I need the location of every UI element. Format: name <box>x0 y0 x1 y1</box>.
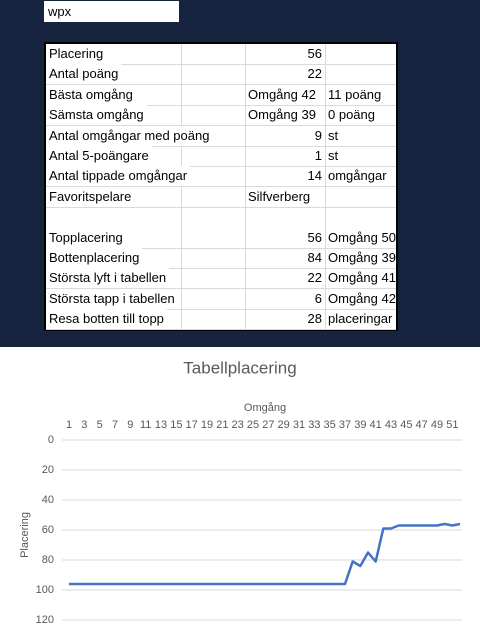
y-tick-label: 0 <box>48 434 54 446</box>
y-tick-label: 120 <box>36 614 54 626</box>
row-value: 84 <box>307 250 322 265</box>
x-tick-label: 41 <box>370 419 382 431</box>
table-row[interactable]: Sämsta omgång Omgång 39 0 poäng <box>46 105 396 127</box>
x-tick-label: 51 <box>446 419 458 431</box>
x-axis-label: Omgång <box>244 402 286 414</box>
row-unit: Omgång 39 <box>328 250 396 265</box>
table-row[interactable]: Största tapp i tabellen 6 Omgång 42 <box>46 288 396 310</box>
sheet-area: wpx Placering 56 Antal poäng 22 Bästa omgång… <box>0 0 480 347</box>
x-tick-label: 35 <box>324 419 336 431</box>
x-tick-label: 23 <box>232 419 244 431</box>
x-tick-label: 45 <box>400 419 412 431</box>
row-label: Favoritspelare <box>46 186 135 207</box>
row-value: Silfverberg <box>248 188 311 204</box>
x-tick-label: 31 <box>293 419 305 431</box>
y-tick-label: 40 <box>42 494 54 506</box>
x-tick-label: 25 <box>247 419 259 431</box>
row-label: Antal omgångar med poäng <box>46 125 213 146</box>
row-unit: 0 poäng <box>328 107 375 123</box>
x-tick-label: 15 <box>170 419 182 431</box>
table-row[interactable]: Favoritspelare Silfverberg <box>46 186 396 208</box>
x-tick-label: 37 <box>339 419 351 431</box>
x-tick-label: 11 <box>140 419 151 431</box>
y-tick-label: 20 <box>42 464 54 476</box>
x-tick-label: 29 <box>278 419 290 431</box>
chart-title: Tabellplacering <box>183 358 296 377</box>
row-value: 9 <box>314 127 322 143</box>
table-row[interactable]: Resa botten till topp 28 placeringar <box>46 309 396 331</box>
table-row[interactable]: Antal 5-poängare 1 st <box>46 146 396 167</box>
x-tick-label: 19 <box>201 419 213 431</box>
row-label: Bottenplacering <box>46 248 143 268</box>
x-tick-label: 17 <box>186 419 198 431</box>
row-unit: st <box>328 148 339 163</box>
table-row[interactable]: Största lyft i tabellen 22 Omgång 41 <box>46 268 396 290</box>
table-row[interactable]: Antal omgångar med poäng 9 st <box>46 125 396 147</box>
table-row[interactable]: Bästa omgång Omgång 42 11 poäng <box>46 84 396 106</box>
row-value: 1 <box>314 148 322 163</box>
row-value: 56 <box>307 229 322 245</box>
row-label: Största tapp i tabellen <box>46 288 178 309</box>
x-tick-label: 3 <box>81 419 87 431</box>
row-label: Topplacering <box>46 227 126 248</box>
table-row[interactable]: Placering 56 <box>46 44 396 65</box>
table-row[interactable]: Bottenplacering 84 Omgång 39 <box>46 248 396 269</box>
row-unit: Omgång 50 <box>328 229 396 245</box>
data-line <box>69 522 461 586</box>
y-tick-label: 60 <box>42 524 54 536</box>
x-tick-label: 33 <box>308 419 320 431</box>
row-value: Omgång 42 <box>248 86 316 102</box>
x-tick-label: 13 <box>155 419 167 431</box>
row-unit: st <box>328 127 339 143</box>
x-tick-label: 27 <box>262 419 274 431</box>
row-unit: placeringar <box>328 311 393 327</box>
row-value: 6 <box>314 290 322 306</box>
y-tick-label: 80 <box>42 554 54 566</box>
row-label: Antal tippade omgångar <box>46 166 191 187</box>
row-unit: 11 poäng <box>328 86 382 102</box>
row-value: 22 <box>307 270 322 286</box>
table-row[interactable]: Antal tippade omgångar 14 omgångar <box>46 166 396 188</box>
row-label: Antal poäng <box>46 64 122 85</box>
row-value: 14 <box>307 168 322 184</box>
x-tick-label: 1 <box>66 419 72 431</box>
row-label: Största lyft i tabellen <box>46 268 170 289</box>
x-tick-label: 7 <box>112 419 118 431</box>
row-unit: omgångar <box>328 168 387 184</box>
x-tick-label: 21 <box>216 419 228 431</box>
row-label: Sämsta omgång <box>46 105 147 126</box>
x-tick-label: 39 <box>354 419 366 431</box>
y-tick-label: 100 <box>36 584 54 596</box>
row-unit: Omgång 41 <box>328 270 396 286</box>
row-value: Omgång 39 <box>248 107 316 123</box>
name-cell[interactable]: wpx <box>44 1 179 22</box>
row-label: Bästa omgång <box>46 84 136 105</box>
row-value: 28 <box>307 311 322 327</box>
chart: Tabellplacering Omgång Placering 0 20 40 60… <box>19 358 462 626</box>
x-tick-label: 47 <box>416 419 428 431</box>
row-value: 22 <box>307 66 322 82</box>
table-row[interactable]: Antal poäng 22 <box>46 64 396 86</box>
row-label: Antal 5-poängare <box>46 146 152 166</box>
row-value: 56 <box>307 46 322 61</box>
row-label: Resa botten till topp <box>46 309 167 330</box>
x-tick-label: 5 <box>97 419 103 431</box>
stats-table: Placering 56 Antal poäng 22 Bästa omgång Omgå… <box>44 42 398 331</box>
row-unit: Omgång 42 <box>328 290 396 306</box>
y-axis-label: Placering <box>19 512 31 558</box>
row-label: Placering <box>46 44 107 64</box>
x-tick-label: 9 <box>127 419 133 431</box>
table-row[interactable]: Topplacering 56 Omgång 50 <box>46 227 396 249</box>
x-tick-label: 49 <box>431 419 443 431</box>
x-tick-label: 43 <box>385 419 397 431</box>
